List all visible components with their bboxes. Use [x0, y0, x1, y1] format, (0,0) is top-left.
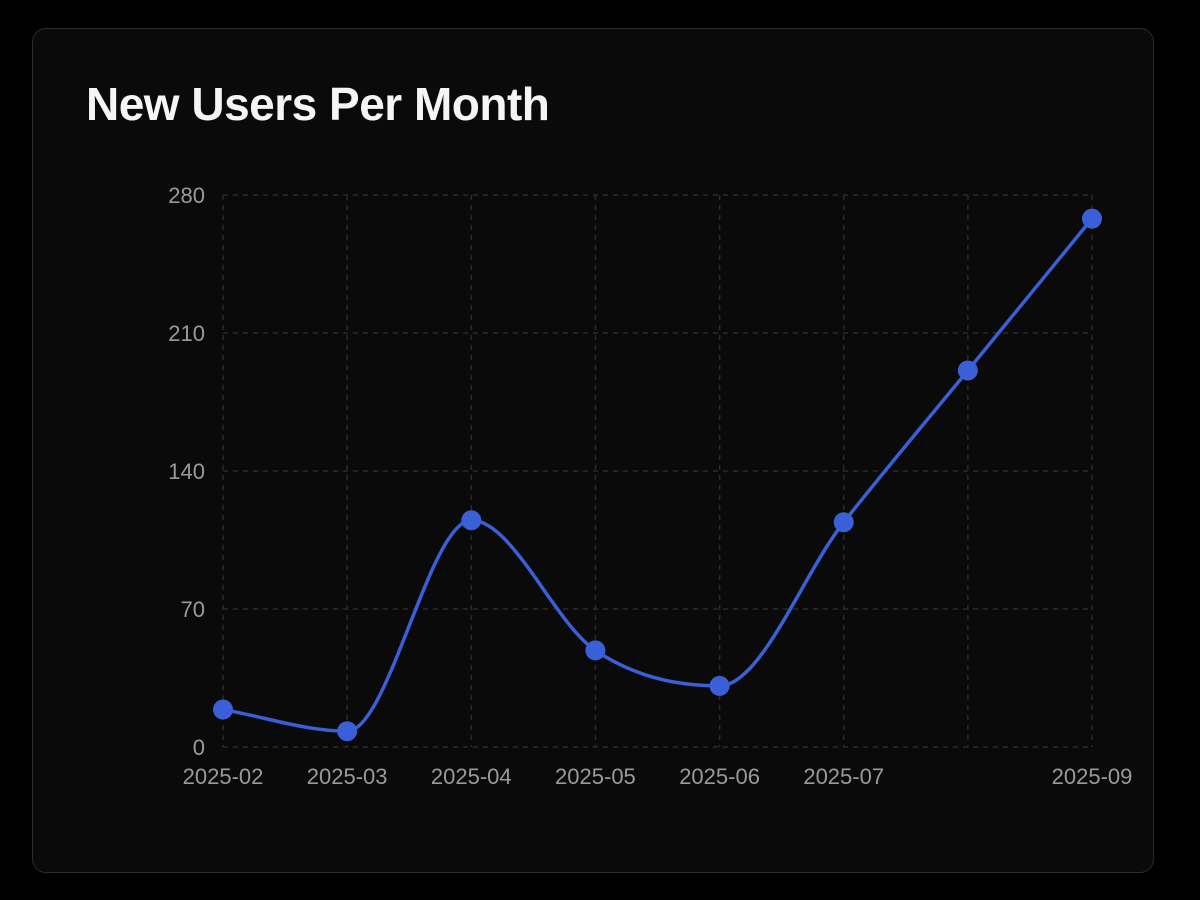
data-point[interactable] [337, 721, 358, 742]
y-tick-label: 280 [168, 183, 205, 208]
x-tick-label: 2025-02 [183, 764, 264, 789]
chart-card: New Users Per Month 0 70 140 210 280 2025-02… [32, 28, 1154, 873]
x-tick-label: 2025-05 [555, 764, 636, 789]
y-tick-label: 70 [181, 597, 205, 622]
series-layer [213, 208, 1102, 742]
x-tick-label: 2025-04 [431, 764, 512, 789]
x-tick-label: 2025-06 [679, 764, 760, 789]
x-axis-ticks: 2025-02 2025-03 2025-04 2025-05 2025-06 2025-… [183, 764, 1133, 789]
data-point[interactable] [461, 510, 482, 531]
series-line [221, 216, 1094, 733]
y-tick-label: 0 [193, 735, 205, 760]
data-point[interactable] [213, 699, 233, 720]
y-tick-label: 140 [168, 459, 205, 484]
x-tick-label: 2025-03 [307, 764, 388, 789]
y-axis-ticks: 0 70 140 210 280 [168, 183, 205, 760]
grid [222, 194, 1093, 748]
data-point[interactable] [709, 675, 730, 696]
x-tick-label: 2025-07 [803, 764, 884, 789]
data-point[interactable] [957, 360, 978, 381]
data-point[interactable] [585, 640, 606, 661]
y-tick-label: 210 [168, 321, 205, 346]
chart-title: New Users Per Month [86, 78, 550, 130]
x-tick-label: 2025-09 [1052, 764, 1133, 789]
data-point[interactable] [1082, 208, 1102, 229]
data-point[interactable] [833, 512, 854, 533]
